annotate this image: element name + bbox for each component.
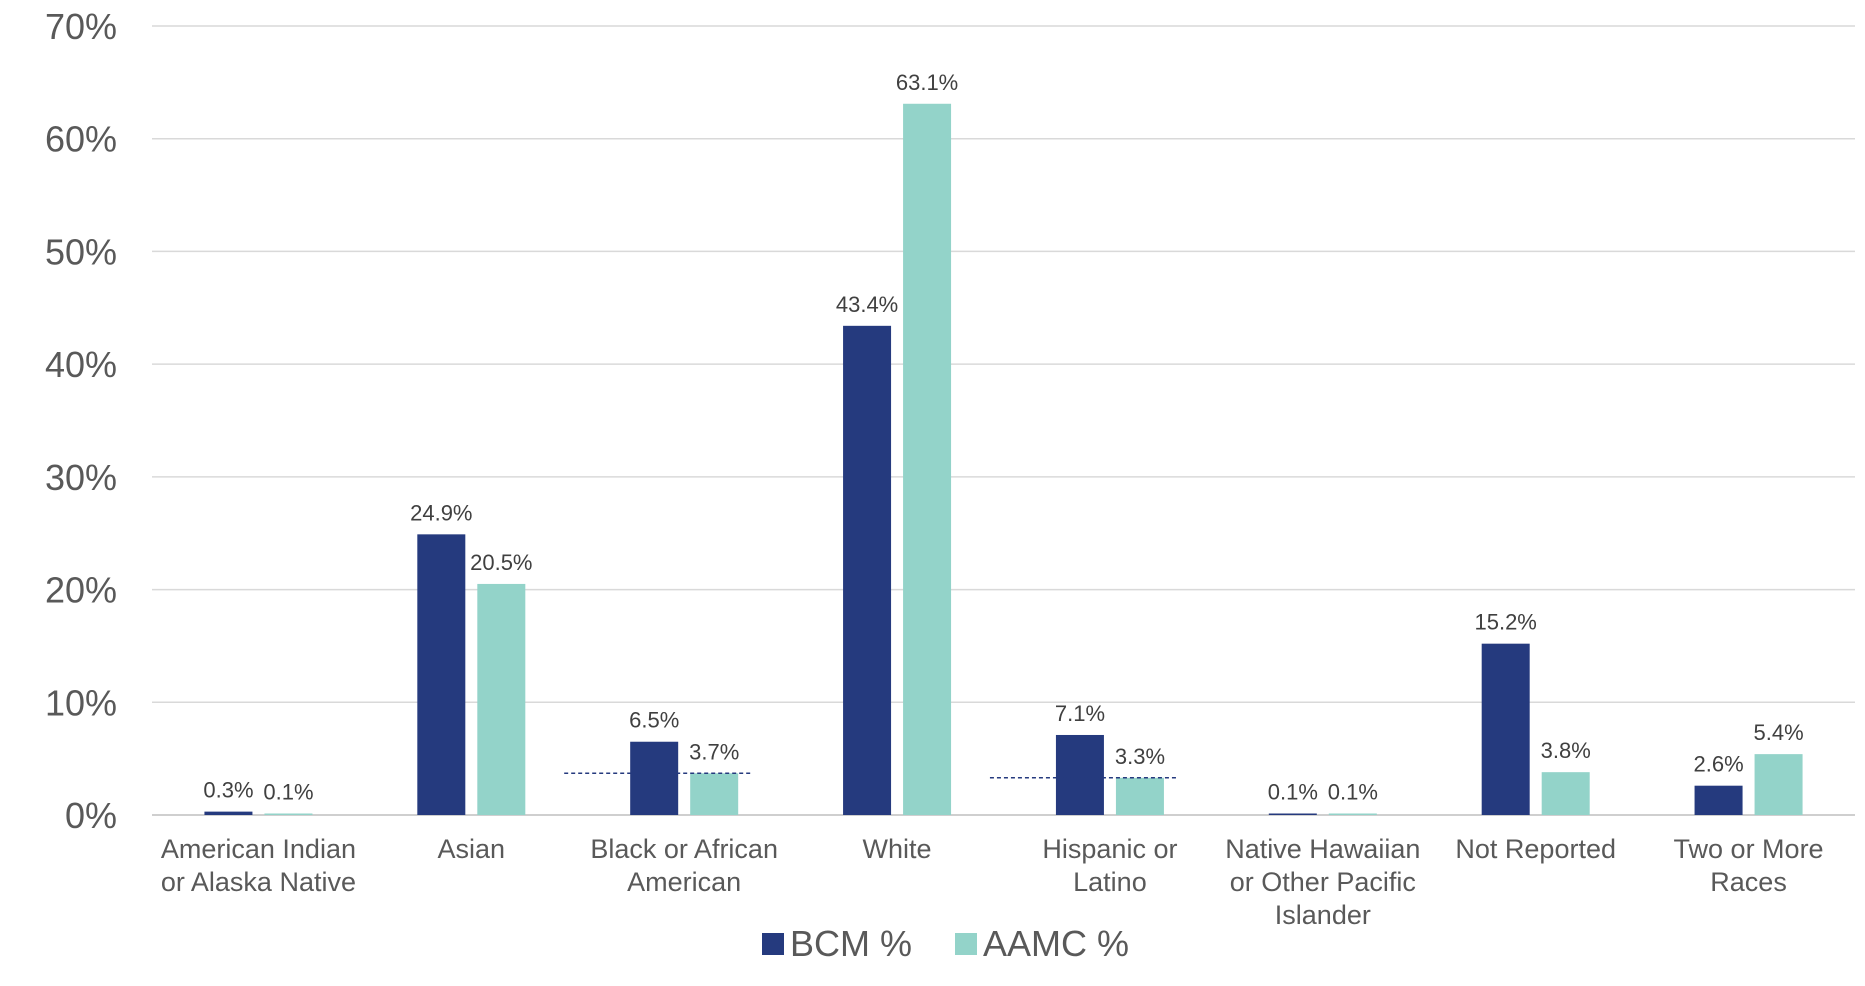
y-tick-label: 0% <box>65 795 117 836</box>
y-tick-label: 40% <box>45 344 117 385</box>
bar <box>1328 813 1377 815</box>
data-label: 7.1% <box>1055 701 1105 726</box>
data-label: 0.3% <box>203 778 253 803</box>
bar <box>1541 772 1590 815</box>
bar <box>903 103 952 816</box>
x-axis: American Indian or Alaska Native Asian Blac… <box>161 834 1824 930</box>
legend: BCM % AAMC % <box>762 923 1129 964</box>
data-label: 0.1% <box>1328 780 1378 805</box>
data-label: 20.5% <box>470 550 532 575</box>
bar <box>1055 734 1104 815</box>
bar <box>1754 754 1803 815</box>
legend-label: BCM % <box>790 923 912 964</box>
x-tick-label: Hispanic or Latino <box>1042 834 1177 897</box>
legend-label: AAMC % <box>983 923 1129 964</box>
bar <box>630 741 679 815</box>
x-tick-label: Asian <box>438 834 506 864</box>
x-tick-label: American Indian or Alaska Native <box>161 834 356 897</box>
data-label: 3.8% <box>1541 738 1591 763</box>
data-label: 24.9% <box>410 500 472 525</box>
data-label: 0.1% <box>1268 780 1318 805</box>
y-tick-label: 70% <box>45 6 117 47</box>
y-tick-label: 50% <box>45 231 117 272</box>
x-tick-label: Not Reported <box>1455 834 1616 864</box>
data-label: 3.3% <box>1115 744 1165 769</box>
y-axis: 0% 10% 20% 30% 40% 50% 60% 70% <box>45 6 117 836</box>
bar <box>1268 813 1317 815</box>
y-tick-label: 20% <box>45 570 117 611</box>
gridlines <box>152 25 1855 816</box>
data-label: 0.1% <box>263 780 313 805</box>
data-label: 3.7% <box>689 739 739 764</box>
data-label: 6.5% <box>629 708 679 733</box>
bar <box>1481 643 1530 815</box>
bar <box>477 583 526 815</box>
legend-swatch <box>955 933 977 955</box>
x-tick-label: White <box>863 834 932 864</box>
bar <box>264 813 313 815</box>
reference-lines <box>564 772 1176 779</box>
bar <box>204 811 253 815</box>
x-tick-label: Black or African American <box>590 834 778 897</box>
data-labels: 0.3% 24.9% 6.5% 43.4% 7.1% 0.1% 15.2% 2.6% 0.1% 2… <box>203 70 1803 805</box>
data-label: 63.1% <box>896 70 958 95</box>
y-tick-label: 30% <box>45 457 117 498</box>
x-tick-label: Two or More Races <box>1674 834 1824 897</box>
x-tick-label: Native Hawaiian or Other Pacific Islander <box>1225 834 1420 930</box>
bar <box>1694 785 1743 815</box>
data-label: 5.4% <box>1753 720 1803 745</box>
data-label: 15.2% <box>1474 610 1536 635</box>
y-tick-label: 60% <box>45 119 117 160</box>
bar <box>1115 777 1164 815</box>
bar <box>843 325 892 815</box>
data-label: 43.4% <box>836 292 898 317</box>
bar <box>417 534 466 815</box>
y-tick-label: 10% <box>45 682 117 723</box>
legend-swatch <box>762 933 784 955</box>
data-label: 2.6% <box>1693 752 1743 777</box>
bars <box>204 103 1803 816</box>
bar <box>690 773 739 815</box>
